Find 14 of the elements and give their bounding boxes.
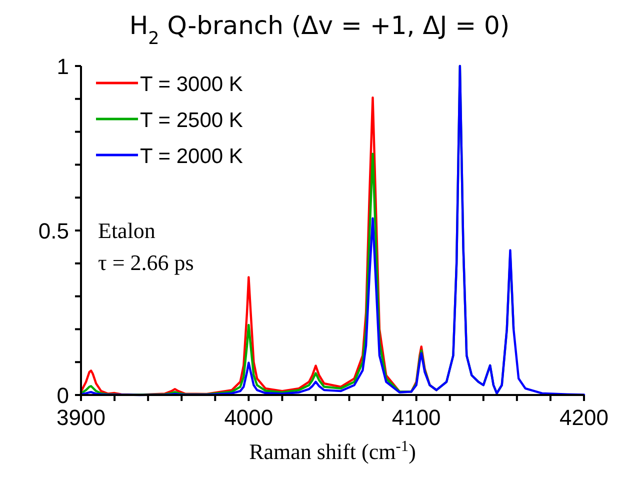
y-tick-label: 0 bbox=[56, 383, 69, 408]
x-tick-label: 4200 bbox=[560, 405, 608, 430]
chart-title: H$_{2}$ Q-branch (Δv = +1, ΔJ = 0) bbox=[129, 11, 510, 49]
annotation: τ = 2.66 ps bbox=[98, 250, 194, 275]
legend-label: T = 2000 K bbox=[140, 145, 243, 168]
x-tick-label: 3900 bbox=[56, 405, 106, 430]
legend-label: T = 3000 K bbox=[140, 73, 243, 96]
x-tick-label: 4100 bbox=[392, 405, 441, 430]
y-tick-label: 1 bbox=[56, 54, 69, 79]
annotation: Etalon bbox=[98, 218, 156, 243]
y-tick-label: 0.5 bbox=[38, 218, 69, 244]
x-tick-label: 4000 bbox=[224, 405, 274, 430]
legend-label: T = 2500 K bbox=[140, 109, 243, 132]
x-axis-title: Raman shift (cm$^{-1}$) bbox=[249, 438, 416, 464]
